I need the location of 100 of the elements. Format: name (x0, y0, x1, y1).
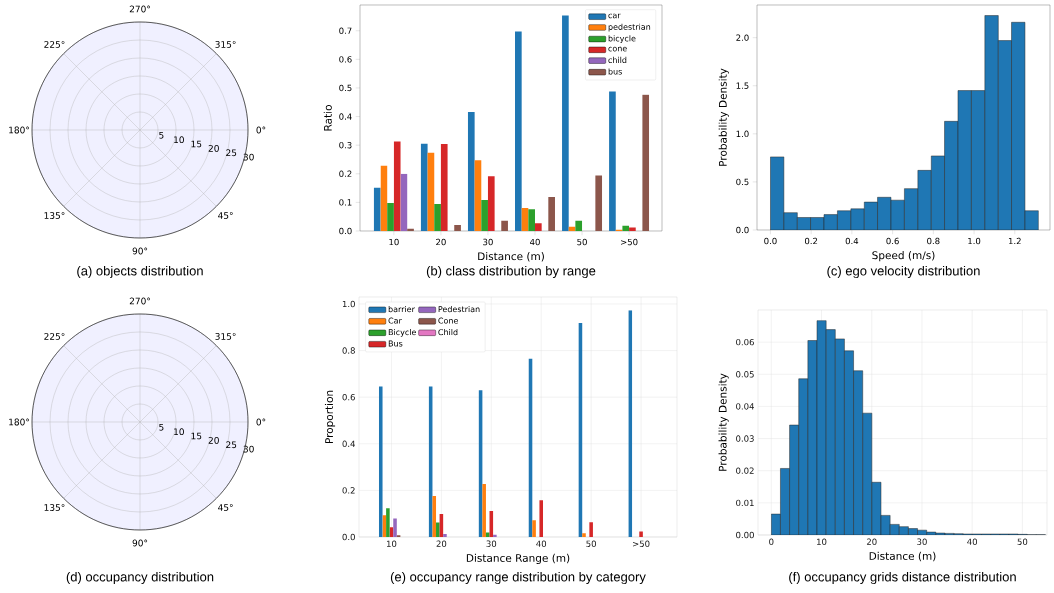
y-axis-title: Proportion (324, 390, 336, 444)
x-tick-label: 40 (536, 540, 547, 547)
text: (d) occupancy distribution (66, 571, 214, 585)
category-label: 315° (215, 333, 236, 340)
bar (443, 533, 447, 537)
bar (378, 386, 383, 537)
y-tick-label: 0.3 (339, 141, 352, 149)
bar (539, 500, 544, 537)
bar (481, 200, 488, 231)
legend-label: Car (388, 317, 402, 324)
y-tick-label: 0.1 (339, 199, 352, 206)
bar (609, 91, 616, 231)
bar (622, 225, 630, 231)
x-tick-label: 1.2 (1008, 237, 1021, 245)
y-tick-label: 0.7 (339, 27, 352, 34)
bar (629, 227, 636, 231)
y-tick-label: 0.2 (342, 487, 355, 494)
legend-label: bus (608, 68, 622, 75)
text: 30 (243, 153, 254, 161)
text: 10 (174, 428, 184, 436)
y-axis-title: Ratio (323, 105, 332, 131)
legend-label: Cone (438, 317, 458, 324)
category-label: 180° (9, 126, 29, 134)
text: 20 (208, 436, 219, 444)
y-tick-label: 0.01 (736, 499, 754, 507)
x-tick-label: 0.8 (927, 237, 940, 245)
x-axis-title: Distance (m) (869, 551, 936, 562)
y-tick-label: 0.4 (339, 113, 352, 120)
x-tick-label: >50 (632, 540, 650, 547)
bar (642, 94, 650, 231)
y-tick-label: 0.6 (342, 393, 355, 401)
legend-label: Child (438, 329, 458, 336)
y-tick-label: 1.0 (736, 130, 749, 138)
y-tick-label: 0.00 (736, 531, 754, 539)
y-tick-label: 0.05 (736, 371, 754, 378)
x-tick-label: 0.0 (764, 237, 777, 245)
bar (521, 208, 529, 231)
x-tick-label: 0.4 (845, 237, 859, 245)
y-tick-label: 1.0 (342, 300, 355, 308)
text: (c) ego velocity distribution (827, 265, 980, 279)
x-tick-label: 20 (866, 538, 877, 545)
bar (400, 173, 408, 231)
x-tick-label: 0.2 (804, 237, 818, 245)
bar (436, 522, 440, 537)
bar (467, 111, 475, 231)
x-tick-label: 30 (483, 238, 493, 246)
x-tick-label: 10 (389, 238, 399, 246)
category-label: 315° (215, 41, 236, 48)
text: 30 (243, 445, 254, 453)
category-label: 270° (129, 297, 150, 305)
bar (482, 484, 486, 537)
legend-label: Pedestrian (438, 306, 480, 313)
x-tick-label: 10 (386, 540, 397, 547)
text: 5 (159, 131, 164, 139)
x-axis-title: Distance (m) (478, 252, 544, 262)
y-tick-label: 0.2 (339, 170, 352, 177)
bar (548, 196, 555, 231)
bar (493, 534, 497, 537)
y-tick-label: 0.5 (736, 178, 749, 186)
bar (575, 220, 583, 231)
y-tick-label: 0.0 (736, 226, 749, 234)
bar (501, 220, 508, 231)
bar (639, 531, 643, 537)
text: (b) class distribution by range (426, 265, 596, 279)
bar (528, 209, 535, 231)
x-tick-label: 30 (486, 540, 497, 547)
x-axis-title: Distance Range (m) (466, 553, 570, 564)
x-tick-label: 0.6 (886, 237, 899, 245)
x-tick-label: 50 (1017, 538, 1028, 545)
bar (515, 31, 522, 231)
bar (393, 141, 401, 231)
x-tick-label: 20 (436, 238, 446, 246)
y-tick-label: 0.03 (736, 435, 754, 442)
x-tick-label: 50 (577, 238, 587, 246)
y-tick-label: 0.4 (342, 440, 355, 447)
bar (387, 202, 394, 231)
text: (e) occupancy range distribution by category (390, 571, 646, 585)
y-tick-label: 1.5 (736, 82, 749, 89)
x-tick-label: 20 (436, 540, 447, 547)
y-tick-label: 0.6 (339, 56, 352, 63)
text: 5 (159, 423, 164, 431)
legend-label: bicycle (608, 35, 636, 44)
bar (487, 176, 495, 231)
text: 20 (208, 144, 219, 152)
legend-label: pedestrian (608, 23, 651, 32)
bar (532, 520, 536, 537)
bar (373, 187, 381, 231)
legend-label: car (608, 13, 621, 19)
category-label: 90° (132, 247, 148, 255)
bar (427, 152, 435, 231)
bar (432, 495, 437, 537)
y-tick-label: 0.02 (736, 467, 754, 474)
y-tick-label: 0.06 (736, 338, 754, 346)
text: 25 (226, 441, 237, 449)
y-tick-label: 0.8 (342, 347, 355, 354)
legend-label: child (608, 56, 627, 64)
category-label: 90° (132, 539, 148, 547)
bar (474, 160, 482, 231)
bar (386, 508, 390, 537)
legend-label: cone (608, 46, 627, 52)
